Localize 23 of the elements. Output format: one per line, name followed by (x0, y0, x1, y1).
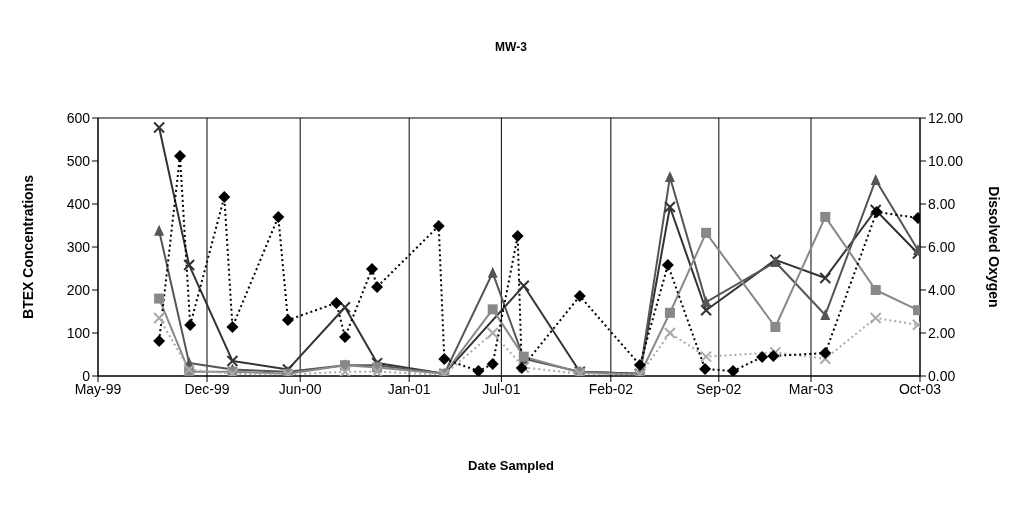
y2-tick-label: 4.00 (928, 281, 956, 298)
y2-tick-label: 8.00 (928, 195, 956, 212)
y2-tick-label: 2.00 (928, 324, 956, 341)
y2-tick-label: 12.00 (928, 109, 964, 126)
x-tick-label: Sep-02 (696, 380, 742, 397)
x-tick-label: Jan-01 (387, 380, 431, 397)
y-axis-title: BTEX Concentrations (19, 174, 36, 319)
y2-axis-title: Dissolved Oxygen (986, 186, 1003, 308)
chart-title: MW-3 (494, 40, 528, 54)
x-axis-title: Date Sampled (467, 458, 555, 473)
x-tick-label: Feb-02 (588, 380, 634, 397)
x-tick-label: Jul-01 (482, 380, 521, 397)
y2-tick-label: 10.00 (928, 152, 964, 169)
x-tick-label: Jun-00 (278, 380, 322, 397)
y-tick-label: 600 (66, 109, 91, 126)
y-tick-label: 100 (66, 324, 91, 341)
x-tick-label: Dec-99 (184, 380, 230, 397)
y-tick-label: 500 (66, 152, 91, 169)
y-tick-label: 400 (66, 195, 91, 212)
x-tick-label: Mar-03 (788, 380, 834, 397)
y-tick-label: 300 (66, 238, 91, 255)
y-tick-label: 200 (66, 281, 91, 298)
y2-tick-label: 6.00 (928, 238, 956, 255)
